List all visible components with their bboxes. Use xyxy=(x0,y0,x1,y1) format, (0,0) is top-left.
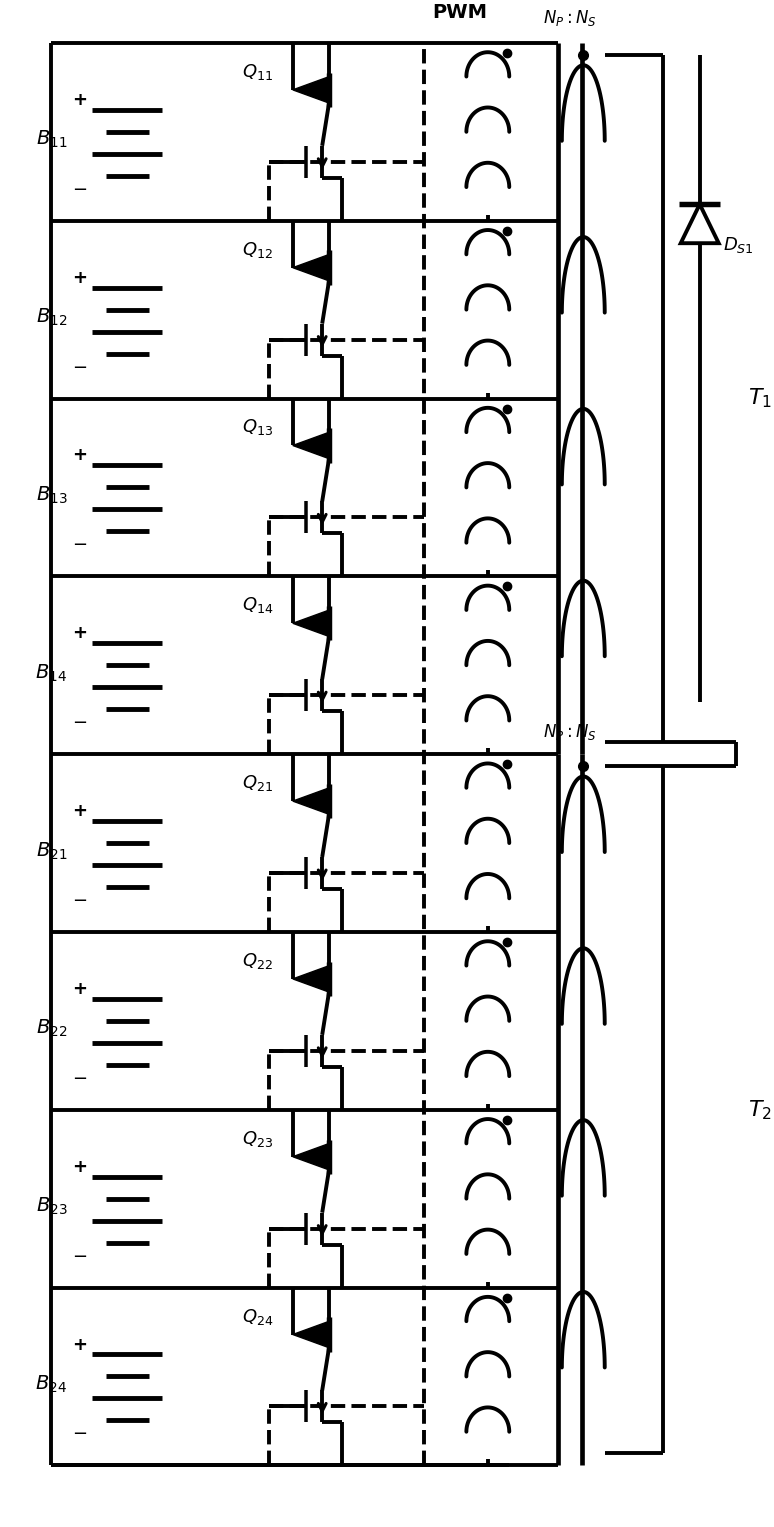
Text: $Q_{14}$: $Q_{14}$ xyxy=(242,596,274,615)
Polygon shape xyxy=(293,1144,329,1170)
Text: $Q_{24}$: $Q_{24}$ xyxy=(242,1307,274,1327)
Polygon shape xyxy=(293,788,329,814)
Text: $-$: $-$ xyxy=(72,890,87,909)
Text: $-$: $-$ xyxy=(72,1067,87,1086)
Polygon shape xyxy=(293,611,329,637)
Text: +: + xyxy=(72,802,87,820)
Polygon shape xyxy=(293,432,329,458)
Text: $Q_{12}$: $Q_{12}$ xyxy=(242,240,273,260)
Text: +: + xyxy=(72,980,87,997)
Text: +: + xyxy=(72,90,87,108)
Text: $N_P{:}N_S$: $N_P{:}N_S$ xyxy=(543,722,597,742)
Text: $-$: $-$ xyxy=(72,534,87,553)
Text: $-$: $-$ xyxy=(72,179,87,197)
Text: $B_{12}$: $B_{12}$ xyxy=(36,307,67,328)
Polygon shape xyxy=(293,255,329,281)
Polygon shape xyxy=(293,76,329,102)
Text: $Q_{13}$: $Q_{13}$ xyxy=(242,417,273,438)
Text: $T_2$: $T_2$ xyxy=(748,1098,772,1121)
Polygon shape xyxy=(293,1321,329,1348)
Text: $B_{14}$: $B_{14}$ xyxy=(36,663,67,684)
Text: +: + xyxy=(72,625,87,643)
Text: $Q_{22}$: $Q_{22}$ xyxy=(242,951,273,971)
Text: +: + xyxy=(72,1157,87,1176)
Text: $-$: $-$ xyxy=(72,1246,87,1264)
Text: $B_{11}$: $B_{11}$ xyxy=(36,130,67,151)
Text: $T_1$: $T_1$ xyxy=(748,386,772,411)
Text: $B_{13}$: $B_{13}$ xyxy=(36,484,67,505)
Text: $B_{24}$: $B_{24}$ xyxy=(36,1374,67,1396)
Text: $-$: $-$ xyxy=(72,712,87,730)
Polygon shape xyxy=(680,205,719,243)
Text: $-$: $-$ xyxy=(72,1423,87,1441)
Text: $N_P{:}N_S$: $N_P{:}N_S$ xyxy=(543,8,597,27)
Text: $B_{23}$: $B_{23}$ xyxy=(36,1196,67,1217)
Text: $-$: $-$ xyxy=(72,357,87,374)
Text: $Q_{21}$: $Q_{21}$ xyxy=(242,773,273,793)
Text: +: + xyxy=(72,446,87,464)
Text: $Q_{11}$: $Q_{11}$ xyxy=(242,63,273,82)
Text: $D_{S1}$: $D_{S1}$ xyxy=(723,235,754,255)
Text: $B_{21}$: $B_{21}$ xyxy=(36,840,67,861)
Polygon shape xyxy=(293,965,329,993)
Text: +: + xyxy=(72,269,87,287)
Text: PWM: PWM xyxy=(433,3,488,23)
Text: +: + xyxy=(72,1336,87,1353)
Text: $Q_{23}$: $Q_{23}$ xyxy=(242,1128,273,1148)
Text: $B_{22}$: $B_{22}$ xyxy=(36,1019,67,1040)
